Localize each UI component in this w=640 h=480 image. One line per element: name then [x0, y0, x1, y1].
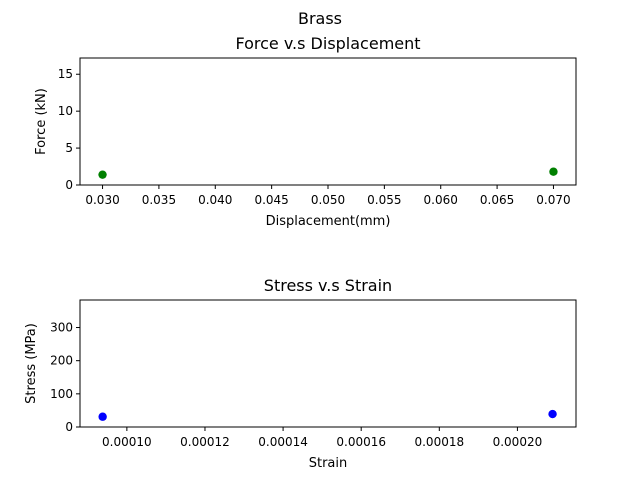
plot-area-frame: [79, 57, 577, 186]
x-tick-label: 0.055: [367, 193, 401, 207]
x-axis-label: Strain: [309, 456, 348, 471]
chart-force-vs-displacement: Force v.s Displacement 0.030 0.035 0.040 0.…: [34, 34, 577, 229]
y-axis: 0 5 10 15: [58, 67, 80, 192]
data-points: [98, 167, 558, 179]
x-tick-label: 0.040: [198, 193, 232, 207]
x-tick-label: 0.070: [536, 193, 570, 207]
data-point: [98, 170, 107, 179]
x-tick-label: 0.00012: [180, 435, 230, 449]
y-axis-label: Stress (MPa): [24, 323, 39, 404]
x-tick-label: 0.065: [480, 193, 514, 207]
y-tick-label: 100: [50, 387, 73, 401]
y-tick-label: 0: [65, 178, 73, 192]
y-tick-label: 10: [58, 104, 73, 118]
x-tick-label: 0.00016: [336, 435, 386, 449]
data-point: [548, 409, 557, 419]
x-tick-label: 0.00014: [258, 435, 308, 449]
chart-stress-vs-strain: Stress v.s Strain 0.00010 0.00012 0.00014 0…: [24, 276, 577, 471]
x-axis: 0.00010 0.00012 0.00014 0.00016 0.00018 0.000…: [102, 427, 542, 449]
x-tick-label: 0.060: [424, 193, 458, 207]
x-tick-label: 0.030: [85, 193, 119, 207]
x-axis-label: Displacement(mm): [266, 214, 391, 229]
plot-area-frame: [79, 299, 577, 428]
y-tick-label: 5: [65, 141, 73, 155]
data-point: [549, 167, 558, 176]
x-axis: 0.030 0.035 0.040 0.045 0.050 0.055 0.060 0.065…: [85, 185, 571, 207]
x-tick-label: 0.00020: [493, 435, 543, 449]
y-tick-label: 200: [50, 354, 73, 368]
x-tick-label: 0.050: [311, 193, 345, 207]
x-tick-label: 0.045: [254, 193, 288, 207]
x-tick-label: 0.00010: [102, 435, 152, 449]
y-tick-label: 0: [65, 420, 73, 434]
data-points: [98, 409, 557, 421]
y-tick-label: 300: [50, 321, 73, 335]
y-tick-label: 15: [58, 67, 73, 81]
chart-title: Stress v.s Strain: [264, 276, 392, 295]
y-axis-label: Force (kN): [34, 88, 49, 155]
data-point: [98, 412, 107, 421]
y-axis: 0 100 200 300: [50, 321, 80, 434]
figure-suptitle: Brass: [298, 9, 342, 28]
chart-title: Force v.s Displacement: [235, 34, 420, 53]
x-tick-label: 0.00018: [414, 435, 464, 449]
x-tick-label: 0.035: [142, 193, 176, 207]
